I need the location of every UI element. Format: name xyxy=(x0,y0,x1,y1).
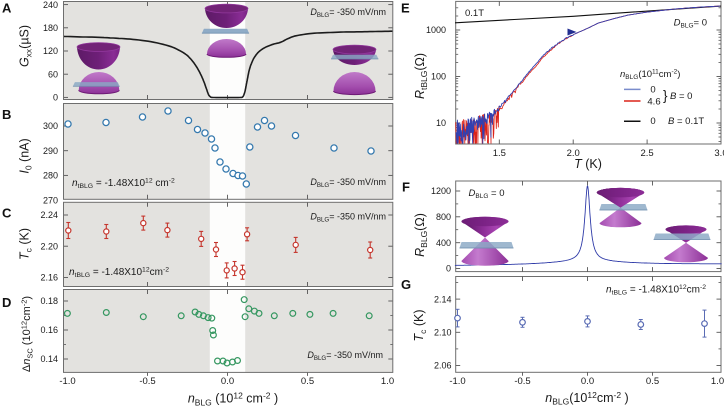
svg-text:100: 100 xyxy=(431,72,446,82)
svg-text:1.0: 1.0 xyxy=(381,376,394,387)
svg-text:280: 280 xyxy=(43,171,58,181)
svg-text:0.16: 0.16 xyxy=(40,325,58,335)
svg-text:C: C xyxy=(2,206,12,221)
svg-text:DBLG= -350 mV/nm: DBLG= -350 mV/nm xyxy=(310,177,386,189)
svg-text:2.06: 2.06 xyxy=(434,361,452,371)
svg-text:B: B xyxy=(2,107,11,122)
svg-text:1.5: 1.5 xyxy=(493,148,506,159)
svg-text:3.0: 3.0 xyxy=(714,148,724,159)
svg-text:2.24: 2.24 xyxy=(40,210,58,220)
svg-text:-0.5: -0.5 xyxy=(139,376,155,387)
svg-text:ntBLG = -1.48X1012 cm-2: ntBLG = -1.48X1012 cm-2 xyxy=(72,178,175,191)
svg-text:1.0: 1.0 xyxy=(711,376,724,387)
svg-text:DBLG= 0: DBLG= 0 xyxy=(674,18,707,30)
svg-text:4.6: 4.6 xyxy=(647,96,660,107)
svg-text:ntBLG = -1.48X1012cm-2: ntBLG = -1.48X1012cm-2 xyxy=(606,284,706,297)
svg-text:ntBLG = -1.48X1012cm-2: ntBLG = -1.48X1012cm-2 xyxy=(69,267,169,280)
svg-text:Tc (K): Tc (K) xyxy=(412,309,428,341)
svg-text:T (K): T (K) xyxy=(574,157,602,171)
svg-text:2.5: 2.5 xyxy=(640,148,653,159)
svg-text:1000: 1000 xyxy=(426,25,446,35)
svg-text:DBLG= -350 mV/nm: DBLG= -350 mV/nm xyxy=(310,212,386,224)
svg-text:E: E xyxy=(401,1,410,16)
svg-text:D: D xyxy=(2,295,11,310)
svg-text:0.14: 0.14 xyxy=(40,354,58,364)
svg-text:Gxx(µS): Gxx(µS) xyxy=(18,25,34,67)
svg-text:270: 270 xyxy=(43,195,58,205)
svg-text:240: 240 xyxy=(43,0,58,10)
svg-text:800: 800 xyxy=(436,212,451,222)
svg-text:Tc (K): Tc (K) xyxy=(18,228,34,260)
svg-text:2.20: 2.20 xyxy=(40,241,58,251)
svg-text:0.18: 0.18 xyxy=(40,296,58,306)
svg-text:ΔnSC (1012cm-2): ΔnSC (1012cm-2) xyxy=(20,296,35,372)
svg-text:-0.5: -0.5 xyxy=(514,376,530,387)
svg-text:nBLG(1012cm-2 ): nBLG(1012cm-2 ) xyxy=(545,390,628,407)
svg-text:G: G xyxy=(401,277,411,292)
svg-text:120: 120 xyxy=(43,46,58,56)
svg-text:2.10: 2.10 xyxy=(434,328,452,338)
svg-text:2.0: 2.0 xyxy=(567,148,580,159)
svg-text:2.16: 2.16 xyxy=(40,273,58,283)
svg-text:10: 10 xyxy=(436,118,446,128)
svg-text:0: 0 xyxy=(650,116,655,127)
svg-text:0: 0 xyxy=(650,84,655,95)
svg-text:DBLG= -350 mV/nm: DBLG= -350 mV/nm xyxy=(310,7,386,19)
svg-text:nBLG(1011cm-2): nBLG(1011cm-2) xyxy=(620,69,680,82)
svg-text:1200: 1200 xyxy=(431,186,451,196)
svg-text:290: 290 xyxy=(43,146,58,156)
svg-text:0: 0 xyxy=(53,93,58,103)
svg-text:}: } xyxy=(663,88,668,103)
svg-text:60: 60 xyxy=(48,69,58,79)
svg-text:DBLG= -350 mV/nm: DBLG= -350 mV/nm xyxy=(307,350,383,362)
svg-text:B = 0.1T: B = 0.1T xyxy=(668,116,704,127)
svg-text:F: F xyxy=(402,180,410,195)
svg-text:2.14: 2.14 xyxy=(434,294,452,304)
svg-text:0.0: 0.0 xyxy=(221,376,234,387)
svg-text:0.5: 0.5 xyxy=(301,376,314,387)
svg-text:0.5: 0.5 xyxy=(646,376,659,387)
svg-text:I0 (nA): I0 (nA) xyxy=(18,138,34,173)
svg-text:300: 300 xyxy=(43,121,58,131)
svg-text:0: 0 xyxy=(446,264,451,274)
svg-text:RtBLG(Ω): RtBLG(Ω) xyxy=(413,53,429,99)
svg-text:DBLG = 0: DBLG = 0 xyxy=(469,188,505,200)
svg-text:nBLG (1012 cm-2 ): nBLG (1012 cm-2 ) xyxy=(188,391,278,408)
svg-text:-1.0: -1.0 xyxy=(449,376,465,387)
svg-text:0.0: 0.0 xyxy=(581,376,594,387)
svg-text:180: 180 xyxy=(43,23,58,33)
svg-text:0.1T: 0.1T xyxy=(465,8,484,19)
svg-text:-1.0: -1.0 xyxy=(59,376,75,387)
svg-text:400: 400 xyxy=(436,238,451,248)
svg-text:RBLG(Ω): RBLG(Ω) xyxy=(413,213,429,257)
svg-text:B = 0: B = 0 xyxy=(670,91,692,102)
svg-text:A: A xyxy=(2,1,12,16)
